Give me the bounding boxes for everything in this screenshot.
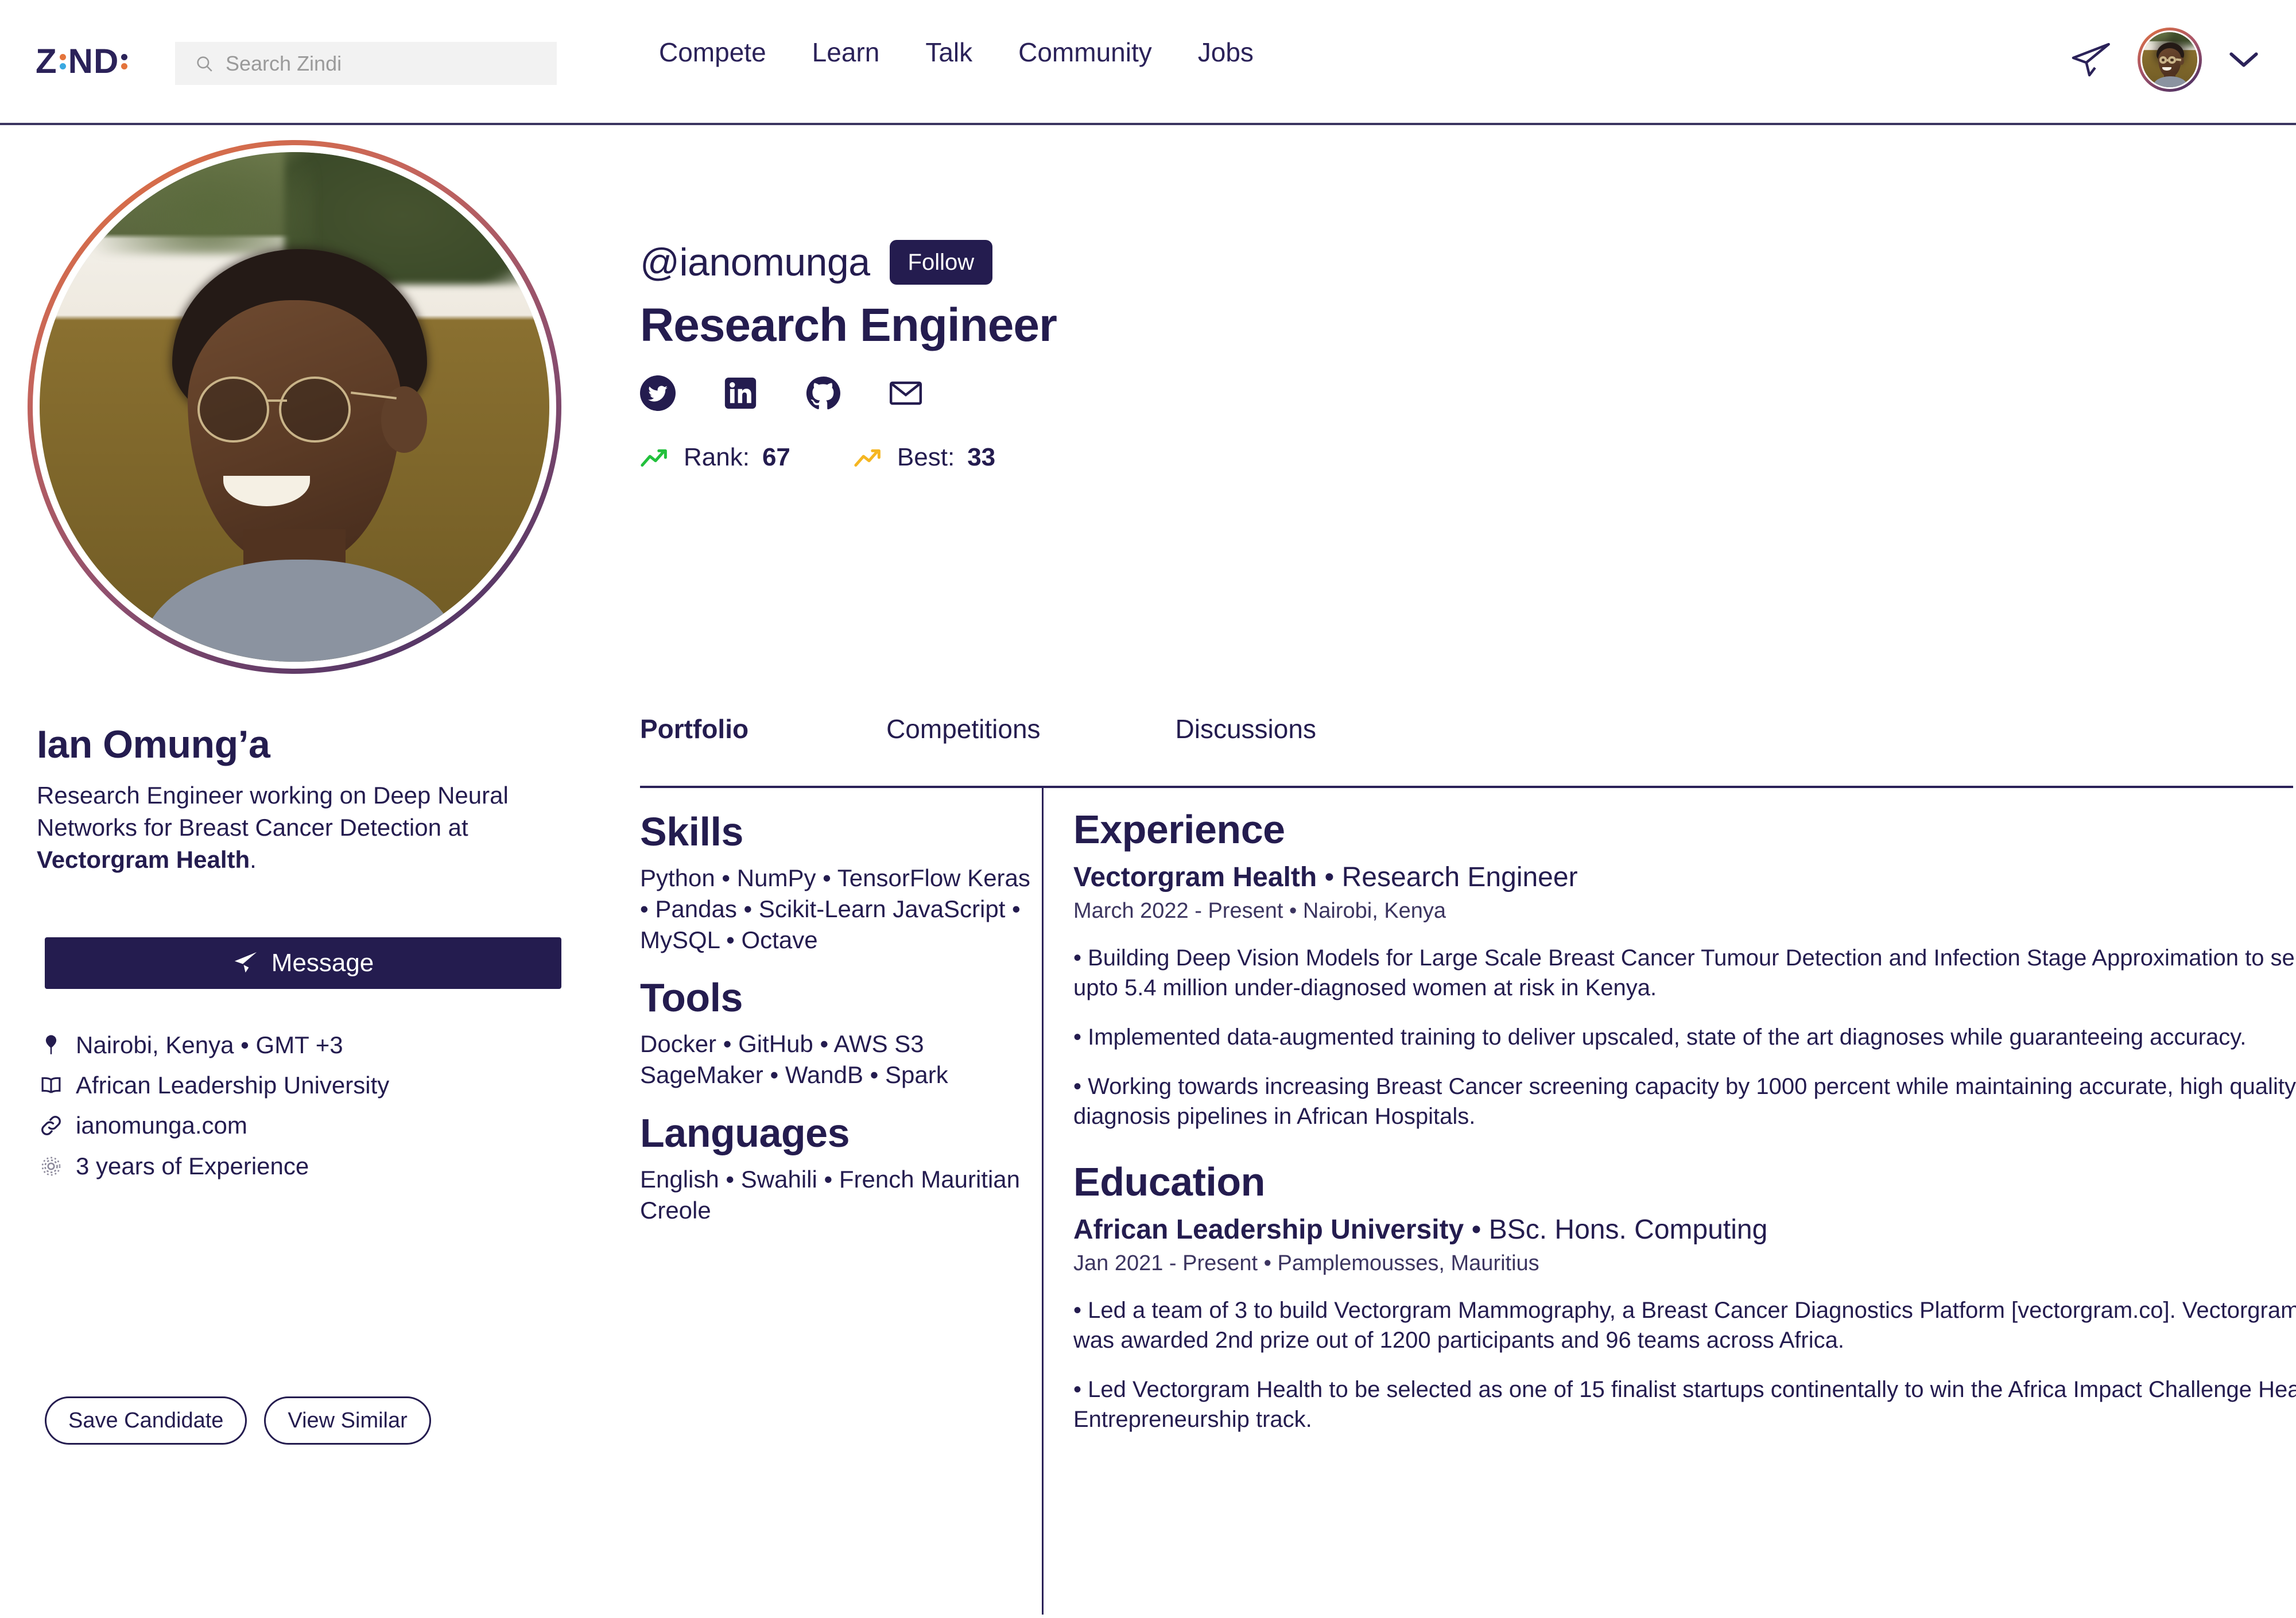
message-button-label: Message — [271, 949, 374, 977]
account-avatar[interactable] — [2138, 28, 2202, 92]
top-navigation-bar: Z ND Compete Learn Talk Communi — [0, 0, 2296, 125]
bio-prefix: Research Engineer working on Deep Neural… — [37, 782, 509, 841]
skills-column: Skills Python • NumPy • TensorFlow Keras… — [614, 788, 1044, 1615]
sidebar-action-buttons: Save Candidate View Similar — [45, 1396, 431, 1445]
search-input[interactable] — [226, 51, 524, 76]
paper-plane-icon — [234, 952, 257, 973]
best-value: 33 — [967, 443, 996, 471]
education-entry-title: African Leadership University • BSc. Hon… — [1073, 1214, 2296, 1245]
experience-separator: • — [1317, 862, 1342, 893]
experience-company: Vectorgram Health — [1073, 862, 1317, 893]
experience-dates-location: March 2022 - Present • Nairobi, Kenya — [1073, 899, 1446, 923]
gear-icon — [39, 1153, 63, 1179]
experience-bullet: • Working towards increasing Breast Canc… — [1073, 1074, 2296, 1129]
profile-tabs: Portfolio Competitions Discussions — [640, 708, 2293, 788]
profile-main-area: @ianomunga Follow Research Engineer — [614, 125, 2296, 1618]
profile-avatar-photo — [40, 152, 549, 662]
profile-header: @ianomunga Follow Research Engineer — [640, 240, 2018, 472]
education-degree: BSc. Hons. Computing — [1488, 1215, 1768, 1245]
twitter-icon[interactable] — [640, 375, 676, 411]
left-sidebar: Ian Omung’a Research Engineer working on… — [0, 125, 614, 1618]
rank-label: Rank: — [684, 443, 750, 471]
chevron-down-icon[interactable] — [2227, 50, 2260, 69]
skills-list: Python • NumPy • TensorFlow Keras • Pand… — [640, 864, 1030, 953]
follow-button[interactable]: Follow — [889, 240, 993, 285]
education-heading: Education — [1073, 1159, 1265, 1204]
education-bullet: • Led a team of 3 to build Vectorgram Ma… — [1073, 1298, 2296, 1353]
save-candidate-button[interactable]: Save Candidate — [45, 1396, 247, 1445]
search-bar[interactable] — [175, 42, 557, 85]
nav-item-talk[interactable]: Talk — [925, 37, 973, 67]
nav-item-community[interactable]: Community — [1018, 37, 1152, 67]
logo-dots-right — [121, 53, 128, 69]
linkedin-icon[interactable] — [723, 375, 758, 411]
main-nav-links: Compete Learn Talk Community Jobs — [636, 37, 1277, 68]
message-button[interactable]: Message — [45, 937, 561, 989]
search-icon — [195, 54, 214, 73]
nav-item-learn[interactable]: Learn — [812, 37, 880, 67]
link-icon — [39, 1112, 63, 1139]
rank-value: 67 — [762, 443, 790, 471]
social-links — [640, 375, 2018, 411]
meta-row-website[interactable]: ianomunga.com — [39, 1112, 579, 1139]
bio-suffix: . — [250, 845, 257, 873]
github-icon[interactable] — [805, 375, 841, 411]
paper-plane-icon[interactable] — [2069, 38, 2112, 82]
tools-heading: Tools — [640, 975, 743, 1021]
experience-bullet: • Building Deep Vision Models for Large … — [1073, 945, 2296, 1000]
meta-text-experience: 3 years of Experience — [76, 1152, 309, 1179]
email-icon[interactable] — [888, 375, 924, 411]
profile-meta-list: Nairobi, Kenya • GMT +3 African Leadersh… — [39, 1031, 579, 1193]
education-school: African Leadership University — [1073, 1215, 1464, 1245]
tab-competitions[interactable]: Competitions — [886, 714, 1041, 744]
languages-list: English • Swahili • French Mauritian Cre… — [640, 1165, 1021, 1224]
skills-heading: Skills — [640, 809, 743, 854]
meta-row-location: Nairobi, Kenya • GMT +3 — [39, 1031, 579, 1058]
meta-row-education: African Leadership University — [39, 1072, 579, 1099]
best-label: Best: — [897, 443, 955, 471]
experience-role: Research Engineer — [1341, 862, 1578, 893]
nav-item-compete[interactable]: Compete — [659, 37, 766, 67]
profile-avatar — [28, 140, 561, 674]
location-pin-icon — [39, 1032, 63, 1058]
trend-up-green-icon — [641, 449, 667, 467]
experience-entry-title: Vectorgram Health • Research Engineer — [1073, 862, 2296, 893]
profile-handle: @ianomunga — [640, 240, 870, 284]
education-dates-location: Jan 2021 - Present • Pamplemousses, Maur… — [1073, 1251, 1539, 1275]
meta-text-website[interactable]: ianomunga.com — [76, 1112, 247, 1139]
rank-stat: Rank: 67 — [640, 443, 790, 472]
nav-right-group — [2069, 28, 2260, 92]
book-icon — [39, 1072, 63, 1099]
tab-discussions[interactable]: Discussions — [1175, 714, 1316, 744]
tools-list: Docker • GitHub • AWS S3 SageMaker • Wan… — [640, 1030, 948, 1088]
education-bullet: • Led Vectorgram Health to be selected a… — [1073, 1377, 2296, 1432]
meta-row-experience: 3 years of Experience — [39, 1153, 579, 1179]
trend-up-yellow-icon — [854, 449, 881, 467]
portfolio-content: Skills Python • NumPy • TensorFlow Keras… — [614, 788, 2296, 1615]
bio-company: Vectorgram Health — [37, 845, 250, 873]
experience-bullet: • Implemented data-augmented training to… — [1073, 1025, 2247, 1050]
meta-text-education: African Leadership University — [76, 1072, 390, 1099]
experience-heading: Experience — [1073, 807, 1285, 852]
best-stat: Best: 33 — [854, 443, 995, 472]
experience-education-column: Experience Vectorgram Health • Research … — [1044, 788, 2296, 1615]
profile-role-title: Research Engineer — [640, 299, 1057, 351]
profile-bio: Research Engineer working on Deep Neural… — [37, 779, 553, 876]
view-similar-button[interactable]: View Similar — [264, 1396, 431, 1445]
nav-item-jobs[interactable]: Jobs — [1197, 37, 1254, 67]
meta-text-location: Nairobi, Kenya • GMT +3 — [76, 1031, 343, 1058]
education-separator: • — [1464, 1215, 1489, 1245]
account-avatar-photo — [2142, 32, 2197, 87]
tab-portfolio[interactable]: Portfolio — [640, 714, 749, 744]
languages-heading: Languages — [640, 1110, 850, 1155]
logo-text: Z ND — [36, 44, 130, 79]
rank-stats: Rank: 67 Best: 33 — [640, 443, 2018, 472]
handle-row: @ianomunga Follow — [640, 240, 2018, 285]
profile-name: Ian Omung’a — [37, 723, 270, 766]
zindi-logo[interactable]: Z ND — [36, 41, 139, 82]
logo-dots-left — [59, 53, 66, 69]
